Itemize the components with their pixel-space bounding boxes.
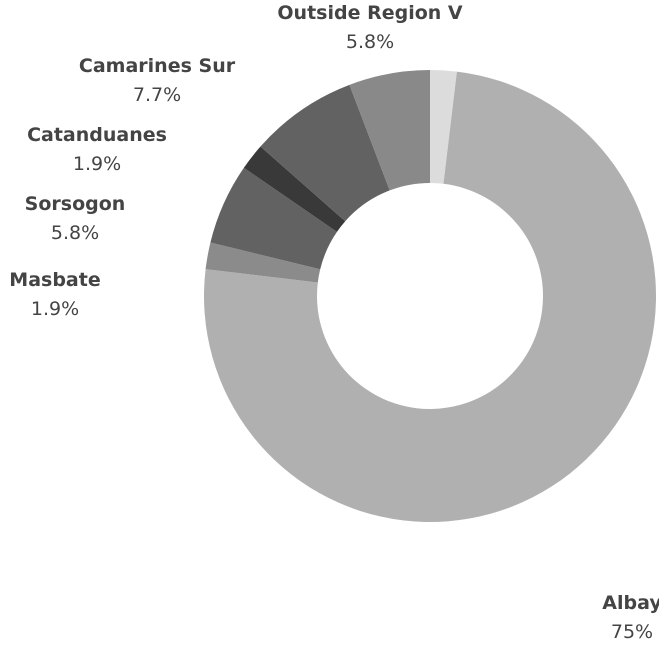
donut-slice xyxy=(204,71,656,523)
donut-slice xyxy=(210,167,337,270)
slice-value-label: 75% xyxy=(611,621,653,643)
donut-slice xyxy=(349,70,430,191)
donut-slice xyxy=(430,70,457,184)
slice-label: Camarines Sur xyxy=(79,55,236,77)
donut-slice xyxy=(205,242,321,283)
slice-value-label: 5.8% xyxy=(51,222,99,244)
slice-label: Masbate xyxy=(9,269,100,291)
slice-value-label: 1.9% xyxy=(31,298,79,320)
donut-slice xyxy=(260,84,390,222)
slice-value-label: 5.8% xyxy=(346,31,394,53)
slice-label: Outside Region V xyxy=(277,2,463,24)
slice-value-label: 1.9% xyxy=(73,153,121,175)
slice-label: Sorsogon xyxy=(25,193,126,215)
donut-slice xyxy=(243,146,346,232)
slice-label: Catanduanes xyxy=(27,124,167,146)
slice-value-label: 7.7% xyxy=(133,84,181,106)
slice-label: Albay xyxy=(602,592,659,614)
